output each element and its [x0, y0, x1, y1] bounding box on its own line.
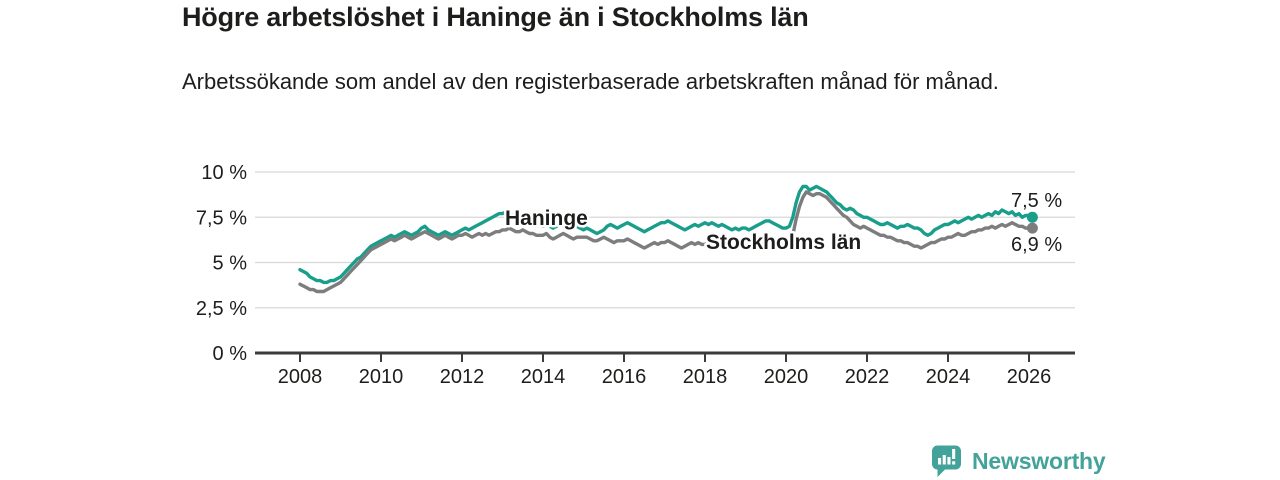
newsworthy-bubble-chart-icon: [932, 445, 961, 477]
x-tick-label: 2022: [845, 366, 890, 388]
chart-title: Högre arbetslöshet i Haninge än i Stockh…: [182, 2, 809, 32]
x-tick-label: 2026: [1007, 366, 1052, 388]
gridlines: [255, 171, 1075, 309]
x-tick-label: 2008: [278, 366, 323, 388]
y-tick-label: 2,5 %: [196, 298, 247, 320]
x-axis-labels: 2008 2010 2012 2014 2016 2018 2020 2022 2024 2026: [278, 366, 1052, 388]
x-tick-label: 2016: [602, 366, 647, 388]
series-end-dot: [1026, 222, 1038, 234]
x-tick-label: 2020: [764, 366, 809, 388]
y-tick-label: 7,5 %: [196, 207, 247, 229]
series-label-haninge: Haninge: [505, 207, 588, 230]
y-tick-label: 0 %: [213, 343, 248, 365]
x-tick-label: 2014: [521, 366, 566, 388]
x-axis: [255, 351, 1075, 362]
x-tick-label: 2012: [440, 366, 485, 388]
newsworthy-logo: Newsworthy: [930, 444, 1106, 478]
y-tick-label: 5 %: [213, 253, 248, 275]
y-tick-label: 10 %: [201, 162, 247, 184]
x-tick-label: 2024: [926, 366, 971, 388]
line-chart: 0 % 2,5 % 5 % 7,5 % 10 % 2008 2010 2012 2014 201…: [196, 162, 1075, 388]
newsworthy-wordmark: Newsworthy: [972, 447, 1106, 474]
end-value-stockholms-lan: 6,9 %: [1011, 234, 1062, 256]
x-tick-label: 2018: [683, 366, 728, 388]
chart-subtitle: Arbetssökande som andel av den registerb…: [182, 69, 999, 94]
y-axis-labels: 0 % 2,5 % 5 % 7,5 % 10 %: [196, 162, 247, 365]
series-lines: [298, 184, 1038, 294]
x-tick-label: 2010: [359, 366, 404, 388]
end-value-haninge: 7,5 %: [1011, 190, 1062, 212]
series-end-dot: [1026, 211, 1038, 223]
series-line-haninge: [298, 184, 1035, 285]
series-line-stockholms-lan: [298, 190, 1035, 294]
series-label-stockholms-lan: Stockholms län: [706, 231, 861, 254]
